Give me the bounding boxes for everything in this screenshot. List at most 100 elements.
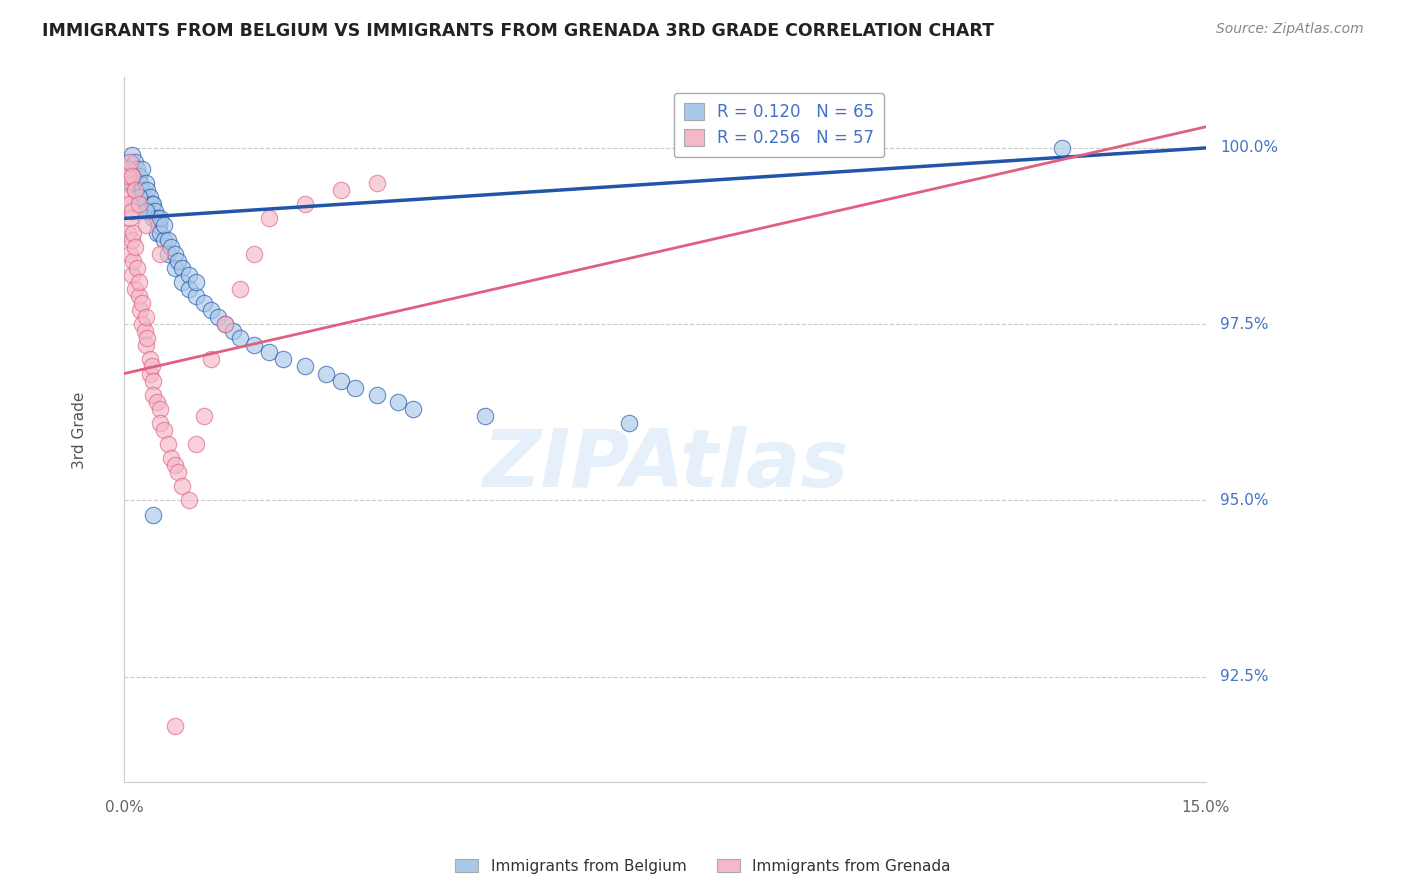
Point — [153, 423, 176, 437]
Point — [156, 437, 179, 451]
Point — [142, 211, 165, 226]
Point — [120, 162, 142, 177]
Point — [170, 275, 193, 289]
Point — [149, 211, 172, 226]
Point — [229, 331, 252, 345]
Point — [135, 310, 157, 325]
Point — [186, 275, 208, 289]
Point — [214, 317, 236, 331]
Point — [193, 409, 215, 423]
Point — [186, 437, 208, 451]
Text: 3rd Grade: 3rd Grade — [72, 392, 87, 468]
Point — [149, 226, 172, 240]
Point — [135, 338, 157, 352]
Point — [124, 155, 146, 169]
Point — [124, 183, 146, 197]
Text: ZIPAtlas: ZIPAtlas — [482, 426, 848, 504]
Point — [127, 260, 149, 275]
Point — [156, 246, 179, 260]
Point — [179, 282, 201, 296]
Point — [128, 190, 150, 204]
Point — [135, 197, 157, 211]
Point — [120, 246, 142, 260]
Point — [243, 246, 266, 260]
Point — [121, 169, 143, 183]
Text: Source: ZipAtlas.com: Source: ZipAtlas.com — [1216, 22, 1364, 37]
Point — [122, 226, 145, 240]
Point — [121, 176, 143, 190]
Point — [122, 253, 145, 268]
Point — [138, 190, 160, 204]
Point — [200, 303, 222, 318]
Point — [117, 169, 139, 183]
Point — [121, 233, 143, 247]
Point — [344, 381, 367, 395]
Point — [271, 352, 294, 367]
Point — [294, 359, 316, 374]
Point — [149, 416, 172, 430]
Point — [121, 204, 143, 219]
Point — [163, 458, 186, 472]
Point — [207, 310, 229, 325]
Point — [131, 162, 153, 177]
Point — [120, 211, 142, 226]
Point — [141, 197, 163, 211]
Point — [146, 211, 169, 226]
Point — [329, 183, 352, 197]
Point — [193, 296, 215, 310]
Point — [118, 197, 141, 211]
Point — [129, 303, 152, 318]
Text: 95.0%: 95.0% — [1220, 493, 1268, 508]
Point — [167, 465, 190, 479]
Point — [121, 169, 143, 183]
Point — [179, 493, 201, 508]
Point — [186, 289, 208, 303]
Point — [129, 176, 152, 190]
Point — [117, 162, 139, 177]
Point — [153, 219, 176, 233]
Point — [153, 233, 176, 247]
Point — [124, 239, 146, 253]
Point — [122, 169, 145, 183]
Point — [138, 352, 160, 367]
Point — [131, 317, 153, 331]
Point — [146, 226, 169, 240]
Point — [135, 176, 157, 190]
Point — [128, 197, 150, 211]
Point — [229, 282, 252, 296]
Point — [117, 190, 139, 204]
Point — [163, 719, 186, 733]
Point — [366, 387, 388, 401]
Point — [138, 367, 160, 381]
Point — [136, 183, 159, 197]
Point — [128, 275, 150, 289]
Point — [114, 176, 136, 190]
Point — [200, 352, 222, 367]
Point — [221, 324, 243, 338]
Point — [243, 338, 266, 352]
Text: 97.5%: 97.5% — [1220, 317, 1268, 332]
Point — [142, 374, 165, 388]
Text: IMMIGRANTS FROM BELGIUM VS IMMIGRANTS FROM GRENADA 3RD GRADE CORRELATION CHART: IMMIGRANTS FROM BELGIUM VS IMMIGRANTS FR… — [42, 22, 994, 40]
Point — [121, 268, 143, 282]
Point — [134, 190, 156, 204]
Point — [141, 359, 163, 374]
Point — [135, 204, 157, 219]
Point — [142, 197, 165, 211]
Point — [121, 148, 143, 162]
Text: 15.0%: 15.0% — [1182, 800, 1230, 815]
Text: 92.5%: 92.5% — [1220, 669, 1268, 684]
Point — [294, 197, 316, 211]
Legend: Immigrants from Belgium, Immigrants from Grenada: Immigrants from Belgium, Immigrants from… — [450, 853, 956, 880]
Point — [163, 260, 186, 275]
Point — [120, 155, 142, 169]
Point — [167, 253, 190, 268]
Point — [124, 282, 146, 296]
Point — [1050, 141, 1073, 155]
Point — [117, 155, 139, 169]
Point — [148, 219, 170, 233]
Point — [179, 268, 201, 282]
Point — [131, 296, 153, 310]
Point — [128, 169, 150, 183]
Point — [315, 367, 337, 381]
